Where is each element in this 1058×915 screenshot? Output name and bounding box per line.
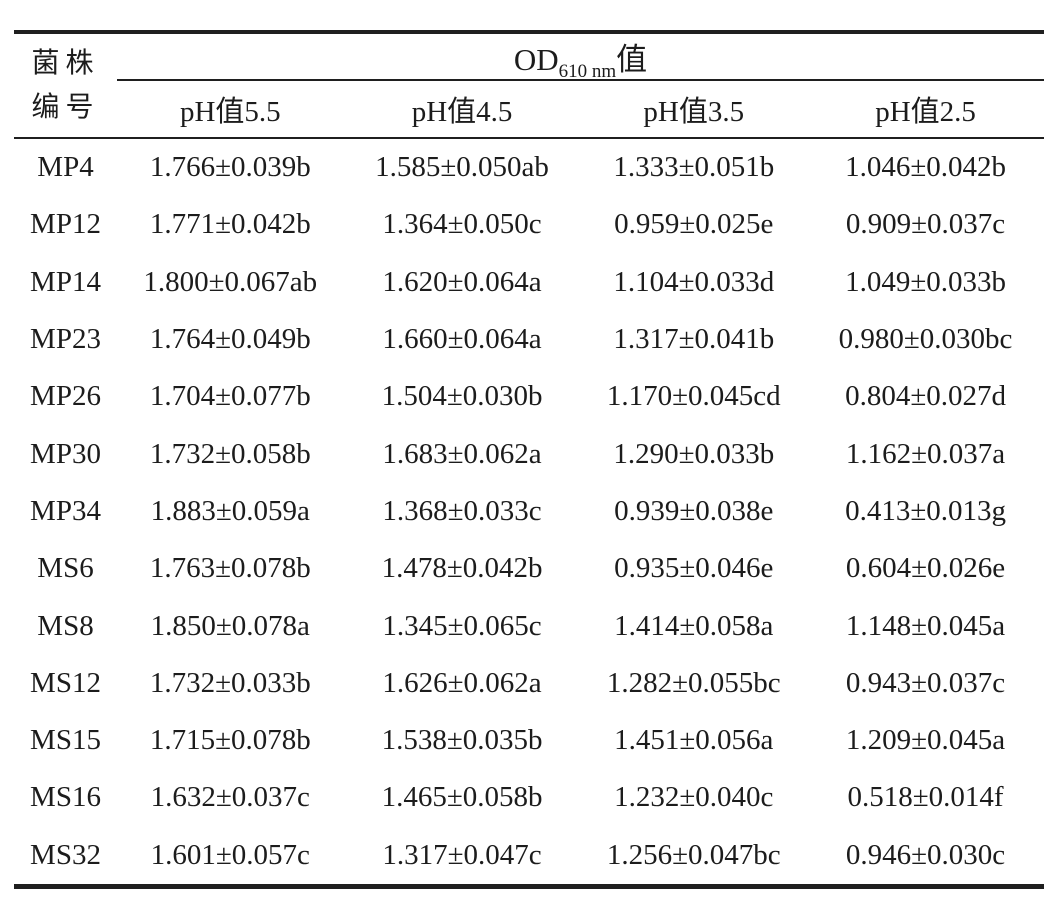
column-header-ph35: pH值3.5 xyxy=(580,80,808,139)
strain-header-line1: 菌株 xyxy=(31,48,100,80)
od-value-cell: 1.715±0.078b xyxy=(149,724,311,757)
od-value-cell: 1.451±0.056a xyxy=(614,724,774,757)
strain-cell: MP34 xyxy=(30,494,101,527)
strain-cell: MP30 xyxy=(30,437,101,470)
strain-id-header: 菌株 编号 xyxy=(14,32,117,139)
strain-cell: MP26 xyxy=(30,380,101,413)
strain-header-line2: 编号 xyxy=(31,91,100,123)
od-value-cell: 1.732±0.058b xyxy=(149,437,311,470)
od-value-cell: 1.465±0.058b xyxy=(381,781,543,814)
od-value-cell: 1.660±0.064a xyxy=(382,323,542,356)
od-label: OD xyxy=(513,42,559,77)
od-value-cell: 0.939±0.038e xyxy=(614,494,774,527)
table-header: 菌株 编号 OD610 nm值 pH值5.5 pH值4.5 pH值3.5 pH值… xyxy=(14,32,1044,139)
od-value-cell: 1.414±0.058a xyxy=(614,609,774,642)
od-value-cell: 0.413±0.013g xyxy=(845,494,1006,527)
od-value-cell: 0.980±0.030bc xyxy=(838,323,1013,356)
od-value-cell: 1.368±0.033c xyxy=(382,494,542,527)
table-row: MP26 1.704±0.077b 1.504±0.030b 1.170±0.0… xyxy=(14,368,1044,425)
od-value-cell: 1.632±0.037c xyxy=(150,781,310,814)
od-value-cell: 1.148±0.045a xyxy=(845,609,1006,642)
od-value-cell: 1.256±0.047bc xyxy=(606,838,781,871)
od-value-cell: 1.504±0.030b xyxy=(381,380,543,413)
table-row: MP14 1.800±0.067ab 1.620±0.064a 1.104±0.… xyxy=(14,254,1044,311)
od-value-cell: 1.538±0.035b xyxy=(381,724,543,757)
table-row: MS8 1.850±0.078a 1.345±0.065c 1.414±0.05… xyxy=(14,597,1044,654)
table-row: MP30 1.732±0.058b 1.683±0.062a 1.290±0.0… xyxy=(14,425,1044,482)
od-value-cell: 1.763±0.078b xyxy=(149,552,311,585)
od-results-table: 菌株 编号 OD610 nm值 pH值5.5 pH值4.5 pH值3.5 pH值… xyxy=(14,30,1044,889)
strain-cell: MP4 xyxy=(37,151,94,184)
od-value-cell: 1.290±0.033b xyxy=(613,437,775,470)
od-value-cell: 1.170±0.045cd xyxy=(606,380,781,413)
od-value-cell: 1.626±0.062a xyxy=(382,666,542,699)
table-row: MS12 1.732±0.033b 1.626±0.062a 1.282±0.0… xyxy=(14,655,1044,712)
table-body: MP4 1.766±0.039b 1.585±0.050ab 1.333±0.0… xyxy=(14,138,1044,886)
table-row: MP34 1.883±0.059a 1.368±0.033c 0.939±0.0… xyxy=(14,483,1044,540)
table-row: MP12 1.771±0.042b 1.364±0.050c 0.959±0.0… xyxy=(14,196,1044,253)
strain-cell: MP12 xyxy=(30,208,101,241)
od-value-cell: 0.935±0.046e xyxy=(614,552,774,585)
strain-cell: MS6 xyxy=(37,552,94,585)
od-value-suffix: 值 xyxy=(616,42,648,77)
column-header-ph25: pH值2.5 xyxy=(807,80,1044,139)
table-row: MS15 1.715±0.078b 1.538±0.035b 1.451±0.0… xyxy=(14,712,1044,769)
od-value-cell: 1.800±0.067ab xyxy=(143,265,318,298)
od-value-cell: 1.771±0.042b xyxy=(149,208,311,241)
od-value-cell: 1.345±0.065c xyxy=(382,609,542,642)
od-wavelength-subscript: 610 nm xyxy=(558,61,617,83)
strain-cell: MS15 xyxy=(30,724,101,757)
table-row: MP23 1.764±0.049b 1.660±0.064a 1.317±0.0… xyxy=(14,311,1044,368)
strain-cell: MP14 xyxy=(30,265,101,298)
strain-cell: MS32 xyxy=(30,838,101,871)
table-row: MP4 1.766±0.039b 1.585±0.050ab 1.333±0.0… xyxy=(14,138,1044,196)
od-value-cell: 1.317±0.041b xyxy=(613,323,775,356)
od-value-cell: 1.850±0.078a xyxy=(150,609,310,642)
od-value-cell: 0.959±0.025e xyxy=(614,208,774,241)
od-value-cell: 1.601±0.057c xyxy=(150,838,310,871)
od-value-cell: 0.909±0.037c xyxy=(845,208,1006,241)
strain-cell: MS12 xyxy=(30,666,101,699)
od-value-cell: 0.943±0.037c xyxy=(845,666,1006,699)
od-value-cell: 1.333±0.051b xyxy=(613,151,775,184)
od-value-cell: 1.282±0.055bc xyxy=(606,666,781,699)
od-group-header: OD610 nm值 xyxy=(117,32,1044,83)
od-value-cell: 1.162±0.037a xyxy=(845,437,1006,470)
table-row: MS32 1.601±0.057c 1.317±0.047c 1.256±0.0… xyxy=(14,827,1044,887)
od-value-cell: 1.104±0.033d xyxy=(613,265,775,298)
od-value-cell: 1.764±0.049b xyxy=(149,323,311,356)
od-value-cell: 1.585±0.050ab xyxy=(375,151,549,184)
od-value-cell: 1.209±0.045a xyxy=(845,724,1006,757)
column-header-ph55: pH值5.5 xyxy=(117,80,344,139)
od-value-cell: 1.232±0.040c xyxy=(614,781,774,814)
od-value-cell: 0.946±0.030c xyxy=(845,838,1006,871)
strain-cell: MP23 xyxy=(30,323,101,356)
strain-cell: MS8 xyxy=(37,609,94,642)
column-header-ph45: pH值4.5 xyxy=(343,80,581,139)
od-value-cell: 1.732±0.033b xyxy=(149,666,311,699)
od-value-cell: 1.049±0.033b xyxy=(845,265,1006,298)
table-row: MS6 1.763±0.078b 1.478±0.042b 0.935±0.04… xyxy=(14,540,1044,597)
od-value-cell: 0.518±0.014f xyxy=(847,781,1004,814)
od-value-cell: 1.364±0.050c xyxy=(382,208,542,241)
od-value-cell: 1.704±0.077b xyxy=(149,380,311,413)
strain-cell: MS16 xyxy=(30,781,101,814)
od-value-cell: 1.766±0.039b xyxy=(149,151,311,184)
od-value-cell: 1.046±0.042b xyxy=(845,151,1006,184)
od-table-container: 菌株 编号 OD610 nm值 pH值5.5 pH值4.5 pH值3.5 pH值… xyxy=(14,30,1044,889)
table-row: MS16 1.632±0.037c 1.465±0.058b 1.232±0.0… xyxy=(14,769,1044,826)
od-value-cell: 1.620±0.064a xyxy=(382,265,542,298)
od-value-cell: 1.317±0.047c xyxy=(382,838,542,871)
od-value-cell: 1.883±0.059a xyxy=(150,494,310,527)
od-value-cell: 0.804±0.027d xyxy=(845,380,1006,413)
od-value-cell: 0.604±0.026e xyxy=(845,552,1006,585)
od-value-cell: 1.683±0.062a xyxy=(382,437,542,470)
od-value-cell: 1.478±0.042b xyxy=(381,552,543,585)
